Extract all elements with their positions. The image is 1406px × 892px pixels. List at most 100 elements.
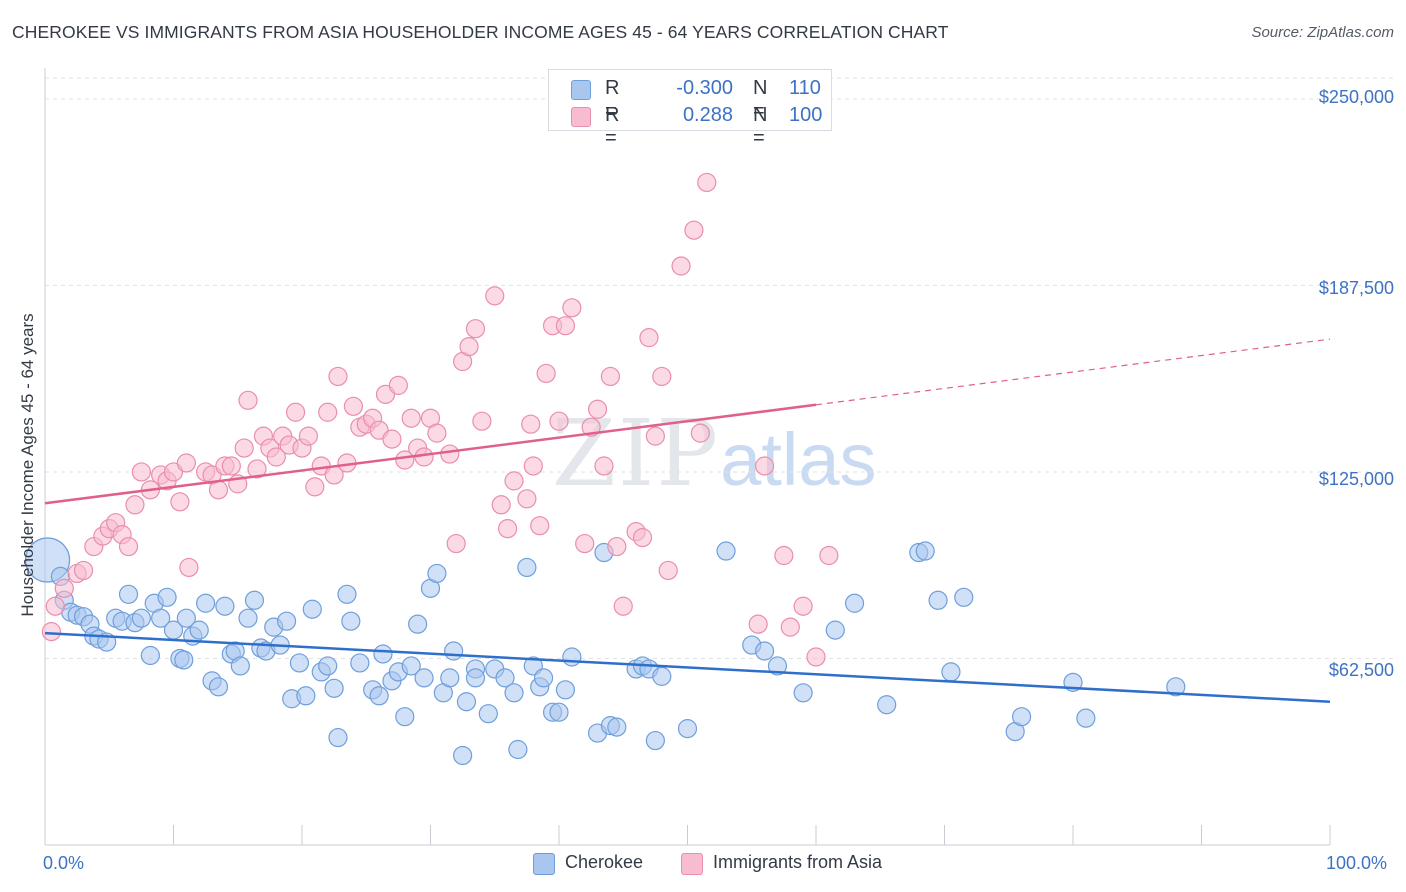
cherokee-point xyxy=(196,593,216,613)
asia-swatch xyxy=(571,107,591,127)
cherokee-point xyxy=(296,686,316,706)
cherokee-point xyxy=(369,686,389,706)
asia-point xyxy=(697,172,717,193)
asia-point xyxy=(247,459,267,479)
cherokee-point xyxy=(337,584,357,604)
asia-point xyxy=(613,596,633,616)
cherokee-point xyxy=(562,647,582,667)
asia-point xyxy=(607,536,627,557)
correlation-legend: R = -0.300 N = 110 R = 0.288 N = 100 xyxy=(548,69,832,149)
asia-point xyxy=(73,560,94,581)
cherokee-point xyxy=(373,644,393,664)
asia-point xyxy=(819,545,839,566)
cherokee-point xyxy=(533,668,554,688)
asia-point xyxy=(536,363,556,384)
cherokee-point xyxy=(465,668,486,688)
cherokee-point xyxy=(1011,707,1032,727)
asia-point xyxy=(632,528,653,548)
asia-point xyxy=(575,533,595,554)
cherokee-point xyxy=(915,541,935,561)
asia-point xyxy=(639,328,659,348)
asia-point xyxy=(658,560,678,581)
n-label: N = xyxy=(753,77,768,122)
asia-point xyxy=(498,519,518,539)
asia-point xyxy=(440,444,460,464)
asia-trend-line-extension xyxy=(815,338,1331,406)
cherokee-point xyxy=(401,656,421,676)
watermark-zip: ZIP xyxy=(552,400,721,507)
asia-point xyxy=(671,256,691,276)
cherokee-point xyxy=(767,656,788,676)
asia-point xyxy=(684,220,704,240)
asia-point xyxy=(581,417,601,437)
cherokee-point xyxy=(230,656,250,676)
n-value: 100 xyxy=(789,104,823,126)
y-tick-label: $125,000 xyxy=(1318,469,1394,489)
cherokee-point xyxy=(157,587,177,607)
asia-point xyxy=(748,614,768,634)
asia-point xyxy=(54,578,74,598)
asia-point xyxy=(780,617,800,637)
cherokee-point xyxy=(238,608,258,628)
asia-point xyxy=(472,411,492,431)
asia-point xyxy=(793,596,813,616)
asia-point xyxy=(125,495,145,515)
cherokee-point xyxy=(140,645,160,666)
asia-point xyxy=(298,426,319,446)
cherokee-point xyxy=(328,727,348,748)
cherokee-point xyxy=(508,739,528,760)
x-tick-label-max: 100.0% xyxy=(1326,853,1388,873)
source-label: Source: ZipAtlas.com xyxy=(1251,24,1394,41)
cherokee-point xyxy=(478,704,498,724)
cherokee-point xyxy=(844,593,865,613)
cherokee-swatch xyxy=(533,853,555,875)
asia-point xyxy=(690,423,710,443)
cherokee-point xyxy=(1166,677,1186,697)
asia-point xyxy=(238,390,258,410)
asia-point xyxy=(266,447,286,467)
cherokee-point xyxy=(645,730,665,751)
asia-point xyxy=(652,366,672,387)
asia-point xyxy=(318,402,338,422)
asia-point xyxy=(118,536,139,557)
cherokee-point xyxy=(215,596,235,616)
cherokee-point xyxy=(176,608,196,628)
asia-point xyxy=(465,319,486,339)
cherokee-point xyxy=(189,620,209,640)
asia-point xyxy=(179,557,199,578)
asia-point xyxy=(45,596,65,616)
asia-point xyxy=(523,456,543,476)
cherokee-point xyxy=(174,650,194,670)
cherokee-point xyxy=(941,662,961,682)
asia-point xyxy=(562,298,582,318)
x-tick-label-min: 0.0% xyxy=(43,853,85,873)
asia-point xyxy=(170,492,190,512)
cherokee-point xyxy=(440,668,460,688)
asia-point xyxy=(427,423,447,443)
asia-point xyxy=(388,375,408,395)
asia-point xyxy=(343,396,363,416)
cherokee-point xyxy=(825,620,845,640)
cherokee-point xyxy=(427,563,447,584)
y-tick-label: $187,500 xyxy=(1318,278,1394,298)
cherokee-point xyxy=(244,590,265,610)
cherokee-point xyxy=(324,678,344,698)
cherokee-point xyxy=(1076,708,1096,728)
asia-point xyxy=(555,316,576,336)
asia-point xyxy=(600,366,621,387)
asia-point xyxy=(530,516,550,536)
legend-label: Cherokee xyxy=(565,852,644,872)
asia-point xyxy=(504,471,524,491)
asia-point xyxy=(806,647,826,667)
asia-point xyxy=(285,402,306,422)
cherokee-point xyxy=(302,599,322,619)
asia-point xyxy=(446,533,466,554)
legend-label: Immigrants from Asia xyxy=(713,852,883,872)
cherokee-point xyxy=(928,590,948,610)
cherokee-point xyxy=(341,611,361,631)
asia-trend-line xyxy=(44,403,817,505)
cherokee-point xyxy=(131,608,151,628)
asia-point xyxy=(491,495,511,515)
n-value: 110 xyxy=(789,77,821,99)
asia-point xyxy=(414,447,434,467)
